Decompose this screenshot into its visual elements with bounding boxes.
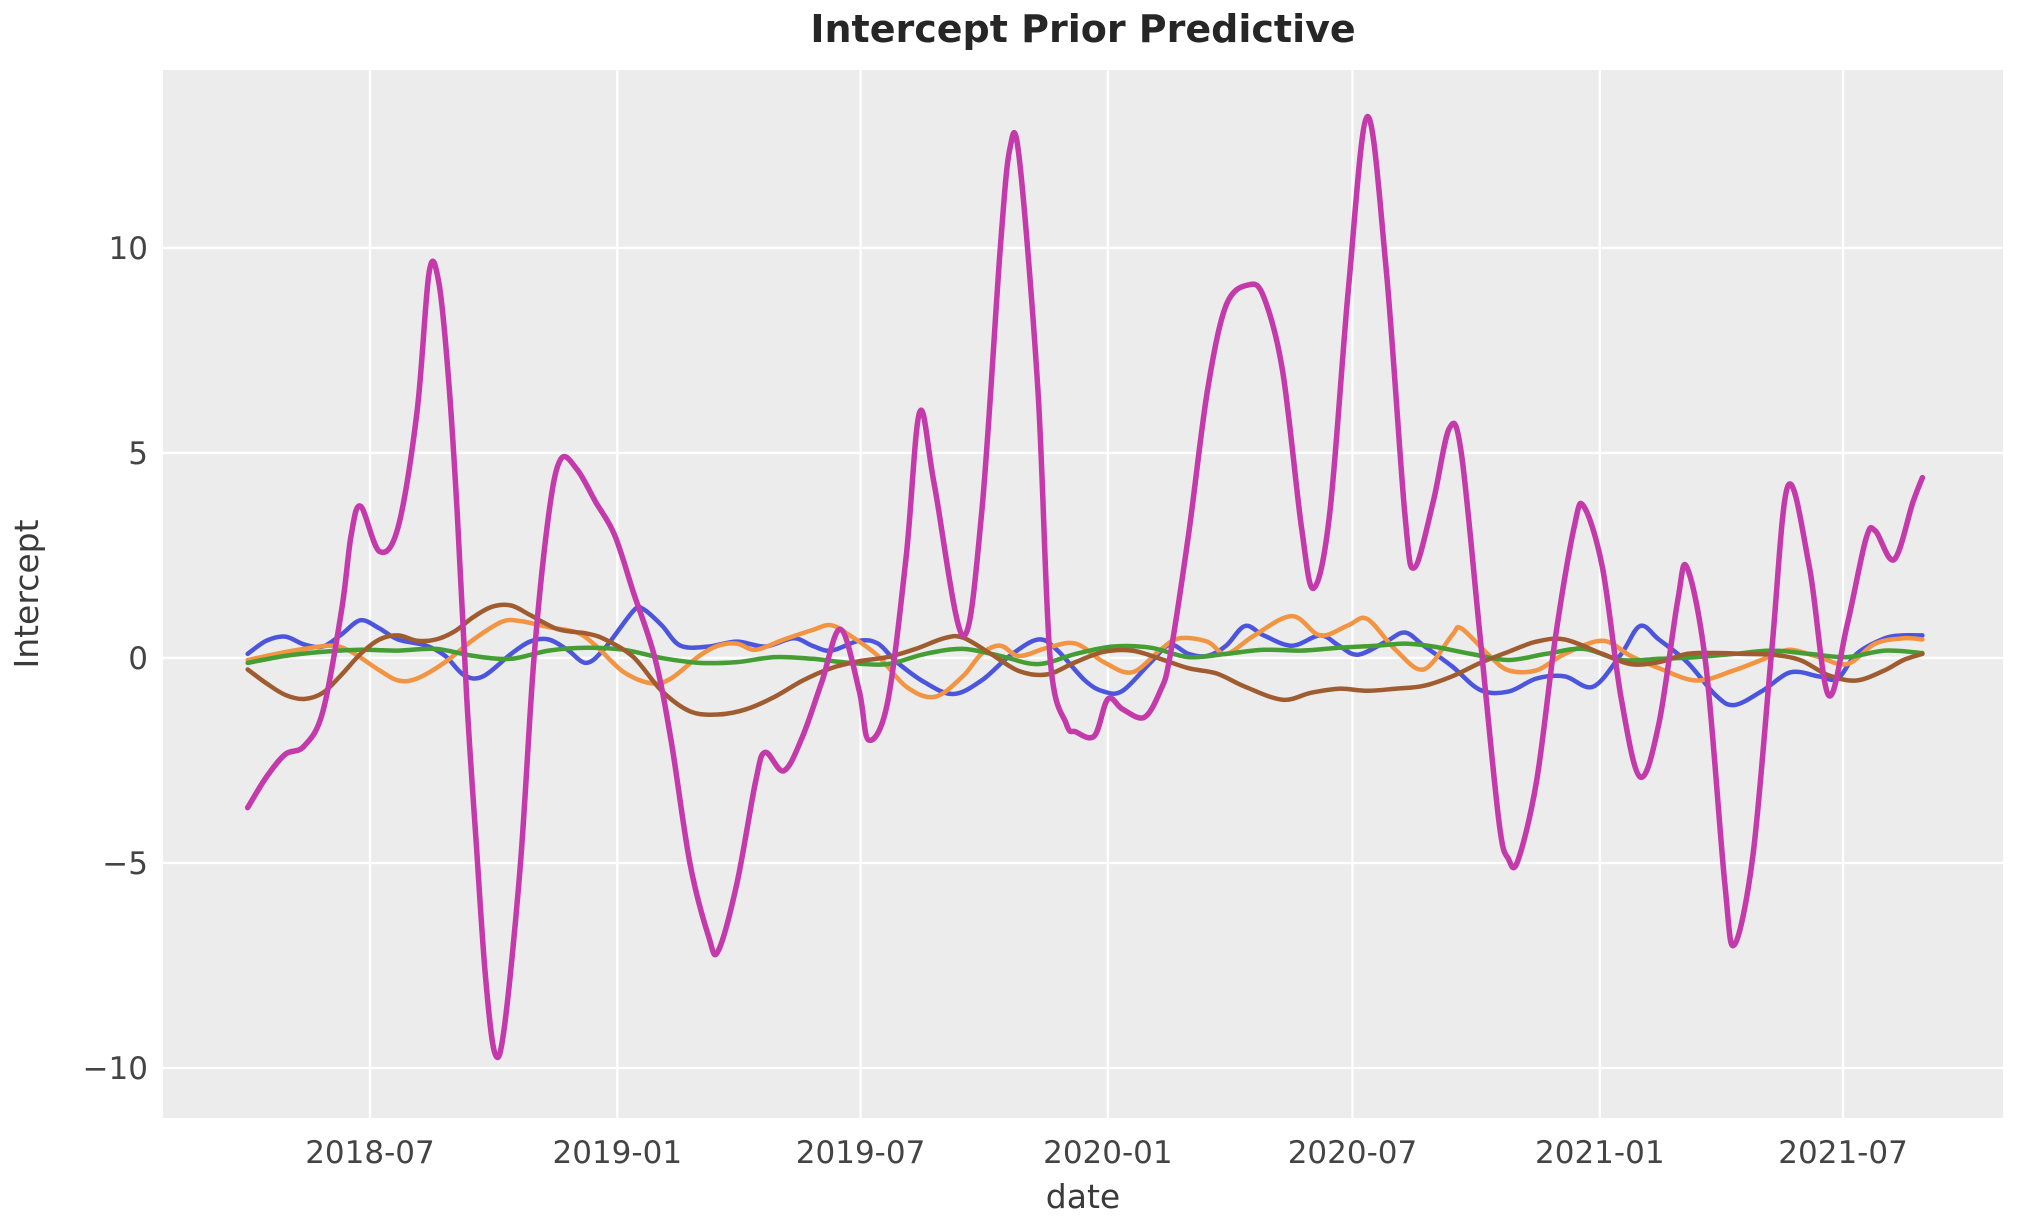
y-tick-label: −10: [83, 1051, 148, 1087]
y-tick-label: 0: [128, 641, 148, 677]
x-tick-label: 2020-07: [1288, 1135, 1418, 1171]
series-line-prior-sample-5: [244, 113, 1926, 1061]
series-line-prior-sample-4: [245, 602, 1925, 717]
series-line-prior-sample-3: [245, 641, 1925, 667]
x-tick-label: 2021-07: [1778, 1135, 1908, 1171]
series-line-prior-sample-1: [245, 604, 1925, 708]
y-tick-label: 10: [109, 231, 148, 267]
x-tick-label: 2019-01: [553, 1135, 683, 1171]
series-lines: [244, 113, 1926, 1061]
y-tick-label: 5: [128, 436, 148, 472]
gridlines: [163, 70, 2003, 1118]
y-tick-label: −5: [102, 846, 148, 882]
x-tick-labels: 2018-07 2019-01 2019-07 2020-01 2020-07 2021-…: [305, 1135, 1908, 1171]
chart-title: Intercept Prior Predictive: [810, 7, 1355, 51]
x-tick-label: 2021-01: [1535, 1135, 1665, 1171]
x-tick-label: 2019-07: [796, 1135, 926, 1171]
y-tick-labels: −10 −5 0 5 10: [83, 231, 148, 1087]
x-axis-label: date: [1046, 1177, 1120, 1216]
x-tick-label: 2020-01: [1043, 1135, 1173, 1171]
series-line-prior-sample-2: [245, 613, 1925, 700]
x-tick-label: 2018-07: [305, 1135, 435, 1171]
y-axis-label: Intercept: [7, 519, 46, 668]
plot-area: [163, 70, 2003, 1118]
